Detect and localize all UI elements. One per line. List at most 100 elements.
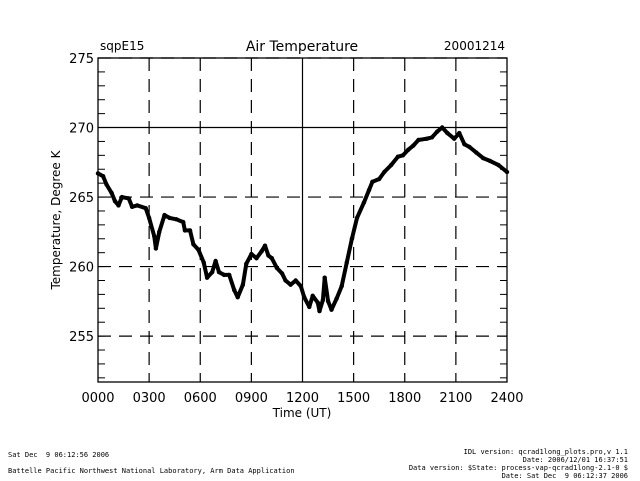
data-point [174,217,179,222]
data-point [298,283,303,289]
data-point [104,182,109,187]
data-point [457,130,462,136]
data-point [349,236,355,241]
data-point [334,296,339,301]
data-point [126,196,131,201]
x-tick-label: 0000 [81,391,114,406]
y-tick-label: 265 [69,191,94,206]
data-point [496,162,501,168]
data-point [129,204,135,209]
data-point [182,228,188,233]
data-point [315,300,320,305]
data-point [240,282,246,287]
x-axis-label: Time (UT) [272,406,332,420]
data-point [302,295,307,300]
data-point [480,155,486,161]
data-point [146,215,152,221]
data-point [279,271,285,276]
footer-lab-credit: Battelle Pacific Northwest National Labo… [8,467,295,475]
data-point [100,174,106,179]
data-point [153,246,159,251]
data-point [325,299,331,304]
data-point [221,272,227,278]
data-point [213,258,218,264]
data-point [293,278,298,283]
data-point [339,283,344,289]
data-point [227,272,232,278]
data-point [191,242,196,247]
data-point [232,288,237,293]
data-point [112,199,118,204]
data-point [210,269,215,275]
data-point [259,249,264,254]
y-tick-label: 255 [69,330,94,345]
data-point [310,293,315,298]
data-point [322,275,327,280]
footer-timestamp: Sat Dec 9 06:12:56 2006 [8,451,110,459]
footer-data-date: Date: Sat Dec 9 06:12:37 2006 [501,472,628,480]
series-points [95,125,510,314]
data-point [157,229,162,234]
x-tick-label: 0300 [133,391,166,406]
data-point [395,154,401,159]
data-point [377,176,382,182]
x-tick-label: 2100 [439,391,472,406]
data-point [162,212,167,218]
y-tick-labels: 255 260 265 270 275 [69,52,94,345]
x-tick-label: 1500 [337,391,370,406]
data-point [474,150,479,155]
data-point [366,187,372,193]
data-point [317,308,322,314]
data-point [382,169,387,175]
data-point [116,203,121,208]
data-point [201,260,206,265]
plot-frame [97,57,508,383]
data-point [344,260,349,265]
footer-idl-version: IDL version: qcrad1long_plots.pro,v 1.1 [463,448,628,456]
data-point [269,256,274,261]
x-tick-label: 2400 [490,391,523,406]
data-point [424,136,430,141]
data-point [406,147,411,152]
footer-idl-date: Date: 2006/12/01 16:37:51 [522,456,628,464]
y-tick-label: 270 [69,122,94,137]
data-point [249,251,254,257]
data-point [400,153,406,158]
data-point [411,143,416,148]
data-point [119,194,125,200]
data-point [216,269,222,275]
data-point [462,142,467,147]
data-point [95,171,101,176]
x-tick-labels: 0000 0300 0600 0900 1200 1500 1800 2100 2400 [81,391,523,406]
footer-data-version: Data version: $State: process-vap-qcrad1… [408,464,628,472]
data-point [354,215,360,221]
data-point [487,158,493,164]
data-point [254,256,259,261]
data-point [370,179,375,184]
data-point [143,206,148,211]
data-point [361,200,367,205]
y-tick-label: 275 [69,52,94,67]
data-point [196,247,201,253]
site-label: sqpE15 [100,39,144,53]
data-point [204,275,210,280]
data-point [429,135,435,140]
date-label: 20001214 [444,39,505,53]
data-point [320,297,326,303]
x-tick-label: 1200 [286,391,319,406]
data-point [135,203,140,208]
data-point [288,282,293,287]
x-tick-label: 1800 [388,391,421,406]
data-point [181,219,186,225]
data-point [244,261,249,266]
y-axis-label: Temperature, Degree K [49,149,63,290]
chart-title: Air Temperature [246,39,358,55]
data-point [452,136,457,141]
x-tick-label: 0900 [235,391,268,406]
data-point [187,228,193,233]
data-point [467,144,472,150]
x-tick-label: 0600 [184,391,217,406]
data-point [504,169,510,175]
data-point [266,253,271,258]
